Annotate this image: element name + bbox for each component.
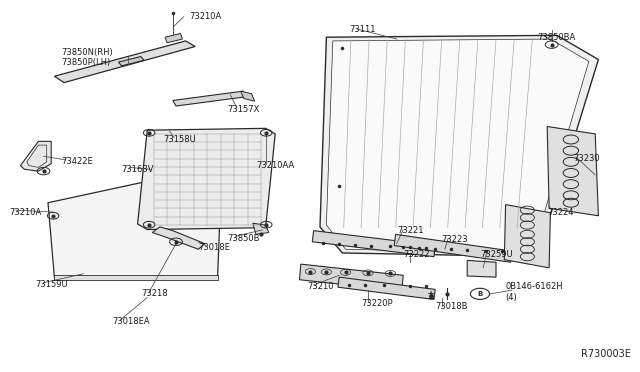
Polygon shape bbox=[547, 126, 598, 216]
Polygon shape bbox=[54, 275, 218, 280]
Text: 73158U: 73158U bbox=[163, 135, 196, 144]
Polygon shape bbox=[394, 234, 512, 262]
Polygon shape bbox=[326, 39, 589, 253]
Text: 73259U: 73259U bbox=[480, 250, 513, 259]
Text: 73230: 73230 bbox=[573, 154, 600, 163]
Text: 73018EA: 73018EA bbox=[112, 317, 150, 326]
Text: 73220P: 73220P bbox=[362, 299, 393, 308]
Polygon shape bbox=[241, 91, 255, 101]
Text: 73210A: 73210A bbox=[10, 208, 42, 217]
Text: 73157X: 73157X bbox=[227, 105, 260, 114]
Text: 73222: 73222 bbox=[403, 250, 429, 259]
Polygon shape bbox=[138, 128, 275, 230]
Polygon shape bbox=[253, 223, 269, 234]
Text: R730003E: R730003E bbox=[580, 349, 630, 359]
Text: 73224: 73224 bbox=[547, 208, 573, 217]
Polygon shape bbox=[118, 57, 144, 66]
Text: 0B146-6162H
(4): 0B146-6162H (4) bbox=[506, 282, 563, 302]
Text: 73111: 73111 bbox=[349, 25, 375, 34]
Polygon shape bbox=[300, 264, 403, 291]
Text: 73221: 73221 bbox=[397, 226, 423, 235]
Polygon shape bbox=[20, 141, 51, 171]
Polygon shape bbox=[173, 91, 246, 106]
Polygon shape bbox=[312, 231, 435, 257]
Text: 73210AA: 73210AA bbox=[256, 161, 294, 170]
Polygon shape bbox=[320, 35, 598, 257]
Polygon shape bbox=[467, 260, 496, 277]
Polygon shape bbox=[165, 33, 182, 43]
Text: 73210A: 73210A bbox=[189, 12, 221, 21]
Polygon shape bbox=[504, 205, 550, 268]
Polygon shape bbox=[154, 134, 261, 225]
Text: 73422E: 73422E bbox=[61, 157, 93, 166]
Text: 73850BA: 73850BA bbox=[538, 33, 576, 42]
Text: 73850B: 73850B bbox=[227, 234, 260, 243]
Polygon shape bbox=[152, 227, 205, 249]
Text: 73210: 73210 bbox=[307, 282, 333, 291]
Text: 73163V: 73163V bbox=[122, 165, 154, 174]
Polygon shape bbox=[54, 41, 195, 83]
Text: 73218: 73218 bbox=[141, 289, 168, 298]
Text: 73018B: 73018B bbox=[435, 302, 468, 311]
Text: 73223: 73223 bbox=[442, 235, 468, 244]
Polygon shape bbox=[48, 179, 221, 277]
Text: B: B bbox=[477, 291, 483, 297]
Text: 73018E: 73018E bbox=[198, 243, 230, 252]
Text: 73850N(RH)
73850P(LH): 73850N(RH) 73850P(LH) bbox=[61, 48, 113, 67]
Text: 73159U: 73159U bbox=[35, 280, 68, 289]
Polygon shape bbox=[338, 277, 435, 299]
